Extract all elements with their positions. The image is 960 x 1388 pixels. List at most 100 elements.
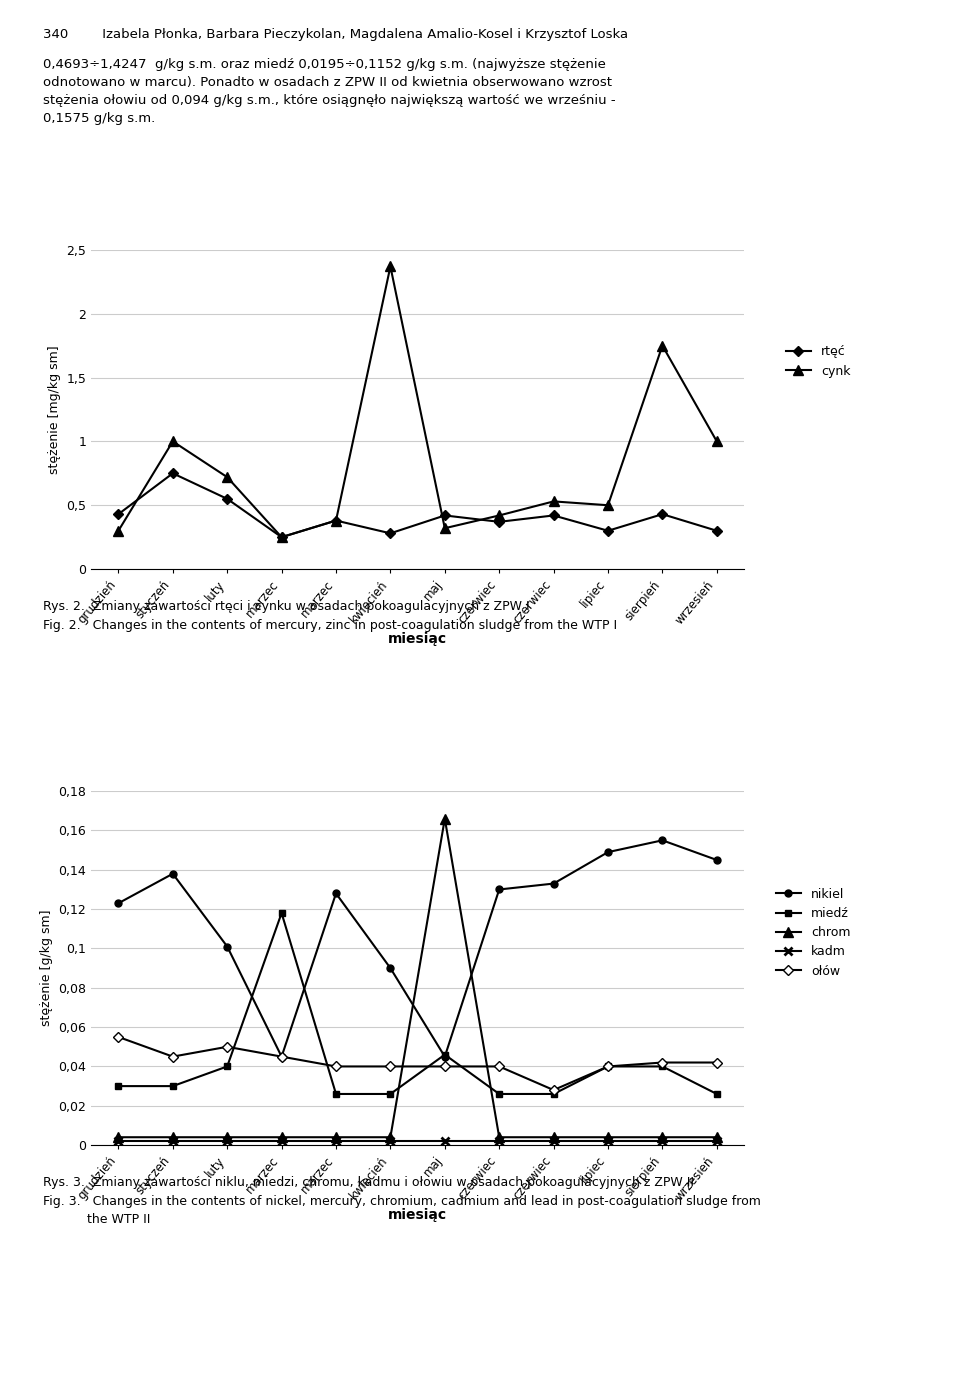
Line: rtęć: rtęć <box>115 469 720 541</box>
nikiel <box>222 938 233 955</box>
ołów <box>711 1055 723 1072</box>
rtęć <box>657 505 668 522</box>
cynk <box>112 522 124 539</box>
cynk <box>548 493 560 509</box>
ołów <box>276 1048 287 1065</box>
Text: 0,4693÷1,4247  g/kg s.m. oraz miedź 0,0195÷0,1152 g/kg s.m. (najwyższe stężenie: 0,4693÷1,4247 g/kg s.m. oraz miedź 0,019… <box>43 58 606 71</box>
cynk <box>167 433 179 450</box>
kadm <box>548 1133 560 1149</box>
ołów <box>493 1058 505 1074</box>
rtęć <box>330 512 342 529</box>
cynk <box>711 433 723 450</box>
Text: the WTP II: the WTP II <box>43 1213 151 1226</box>
nikiel <box>439 1048 450 1065</box>
chrom <box>439 811 450 827</box>
kadm <box>222 1133 233 1149</box>
chrom <box>548 1128 560 1145</box>
Y-axis label: stężenie [g/kg sm]: stężenie [g/kg sm] <box>39 911 53 1026</box>
ołów <box>112 1029 124 1045</box>
chrom <box>711 1128 723 1145</box>
chrom <box>330 1128 342 1145</box>
Text: Fig. 3.   Changes in the contents of nickel, mercury, chromium, cadmium and lead: Fig. 3. Changes in the contents of nicke… <box>43 1195 761 1208</box>
miedź <box>548 1085 560 1102</box>
cynk <box>657 337 668 354</box>
Text: Rys. 2.  Zmiany zawartości rtęci i cynku w osadach pokoagulacyjnych z ZPW I: Rys. 2. Zmiany zawartości rtęci i cynku … <box>43 600 530 612</box>
ołów <box>439 1058 450 1074</box>
chrom <box>167 1128 179 1145</box>
chrom <box>222 1128 233 1145</box>
kadm <box>167 1133 179 1149</box>
rtęć <box>222 490 233 507</box>
Line: nikiel: nikiel <box>115 837 720 1060</box>
rtęć <box>167 465 179 482</box>
nikiel <box>657 831 668 848</box>
Text: Rys. 3.  Zmiany zawartości niklu, miedzi, chromu, kadmu i ołowiu w osadach pokoa: Rys. 3. Zmiany zawartości niklu, miedzi,… <box>43 1176 694 1188</box>
cynk <box>439 520 450 537</box>
X-axis label: miesiąc: miesiąc <box>388 632 447 647</box>
miedź <box>493 1085 505 1102</box>
rtęć <box>112 505 124 522</box>
rtęć <box>548 507 560 523</box>
Text: stężenia ołowiu od 0,094 g/kg s.m., które osiągnęło największą wartość we wrześn: stężenia ołowiu od 0,094 g/kg s.m., któr… <box>43 94 615 107</box>
rtęć <box>276 529 287 545</box>
miedź <box>276 905 287 922</box>
miedź <box>112 1077 124 1094</box>
ołów <box>657 1055 668 1072</box>
ołów <box>330 1058 342 1074</box>
cynk <box>276 529 287 545</box>
cynk <box>385 258 396 275</box>
Y-axis label: stężenie [mg/kg sm]: stężenie [mg/kg sm] <box>48 346 60 473</box>
cynk <box>330 512 342 529</box>
Legend: rtęć, cynk: rtęć, cynk <box>780 340 855 383</box>
miedź <box>385 1085 396 1102</box>
ołów <box>548 1081 560 1098</box>
chrom <box>602 1128 613 1145</box>
nikiel <box>548 876 560 892</box>
Line: chrom: chrom <box>113 813 722 1142</box>
ołów <box>167 1048 179 1065</box>
ołów <box>222 1038 233 1055</box>
X-axis label: miesiąc: miesiąc <box>388 1208 447 1223</box>
miedź <box>439 1047 450 1063</box>
miedź <box>222 1058 233 1074</box>
Line: cynk: cynk <box>113 261 722 543</box>
kadm <box>439 1133 450 1149</box>
Text: 0,1575 g/kg s.m.: 0,1575 g/kg s.m. <box>43 112 156 125</box>
miedź <box>657 1058 668 1074</box>
nikiel <box>112 895 124 912</box>
miedź <box>602 1058 613 1074</box>
rtęć <box>711 522 723 539</box>
nikiel <box>167 866 179 883</box>
kadm <box>276 1133 287 1149</box>
chrom <box>385 1128 396 1145</box>
kadm <box>493 1133 505 1149</box>
chrom <box>493 1128 505 1145</box>
chrom <box>112 1128 124 1145</box>
miedź <box>167 1077 179 1094</box>
kadm <box>112 1133 124 1149</box>
kadm <box>385 1133 396 1149</box>
Text: Fig. 2.   Changes in the contents of mercury, zinc in post-coagulation sludge fr: Fig. 2. Changes in the contents of mercu… <box>43 619 617 632</box>
kadm <box>602 1133 613 1149</box>
kadm <box>711 1133 723 1149</box>
Text: 340        Izabela Płonka, Barbara Pieczykolan, Magdalena Amalio-Kosel i Krzyszt: 340 Izabela Płonka, Barbara Pieczykolan,… <box>43 28 629 40</box>
rtęć <box>439 507 450 523</box>
Legend: nikiel, miedź, chrom, kadm, ołów: nikiel, miedź, chrom, kadm, ołów <box>771 883 855 983</box>
cynk <box>222 469 233 486</box>
chrom <box>657 1128 668 1145</box>
ołów <box>602 1058 613 1074</box>
nikiel <box>385 960 396 977</box>
rtęć <box>602 522 613 539</box>
nikiel <box>276 1048 287 1065</box>
cynk <box>602 497 613 514</box>
kadm <box>657 1133 668 1149</box>
nikiel <box>493 881 505 898</box>
chrom <box>276 1128 287 1145</box>
Line: ołów: ołów <box>115 1034 720 1094</box>
Line: kadm: kadm <box>114 1137 721 1145</box>
miedź <box>330 1085 342 1102</box>
rtęć <box>493 514 505 530</box>
nikiel <box>711 852 723 869</box>
nikiel <box>602 844 613 861</box>
Line: miedź: miedź <box>115 909 720 1098</box>
